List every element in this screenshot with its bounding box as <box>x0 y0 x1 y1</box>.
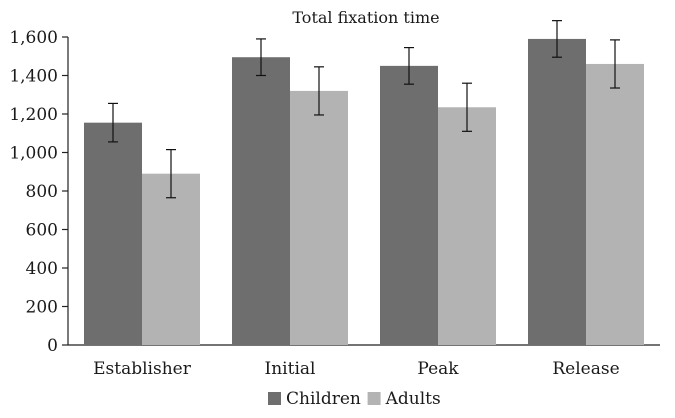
bars <box>84 38 644 346</box>
y-tick-label: 0 <box>47 336 58 356</box>
legend-swatch-children <box>268 392 281 405</box>
x-category-label: Peak <box>417 359 459 379</box>
y-tick-label: 1,600 <box>9 28 58 48</box>
error-bars <box>108 20 620 199</box>
category-labels: Establisher Initial Peak Release <box>93 359 620 379</box>
bar-children-release <box>528 38 586 346</box>
y-axis: 0 200 400 600 800 1,000 1,200 1,400 1,600 <box>9 28 69 356</box>
bar-children-establisher <box>84 122 142 345</box>
chart-title: Total fixation time <box>292 8 439 27</box>
y-tick-label: 1,200 <box>9 105 58 125</box>
y-tick-label: 200 <box>26 298 58 318</box>
bar-adults-peak <box>438 107 496 345</box>
y-tick-label: 1,400 <box>9 67 58 87</box>
y-tick-label: 400 <box>26 259 58 279</box>
legend-swatch-adults <box>367 392 381 405</box>
legend-label-adults: Adults <box>385 389 441 409</box>
legend: Children Adults <box>268 389 441 409</box>
y-tick-label: 800 <box>26 182 58 202</box>
y-tick-label: 600 <box>26 221 58 241</box>
bar-children-peak <box>380 65 438 345</box>
y-tick-label: 1,000 <box>9 144 58 164</box>
bar-adults-release <box>586 63 644 345</box>
bar-children-initial <box>232 57 290 346</box>
x-category-label: Initial <box>265 359 316 379</box>
legend-label-children: Children <box>286 389 361 409</box>
x-category-label: Release <box>552 359 619 379</box>
bar-adults-initial <box>290 90 348 346</box>
x-category-label: Establisher <box>93 359 192 379</box>
bar-adults-establisher <box>142 173 200 345</box>
